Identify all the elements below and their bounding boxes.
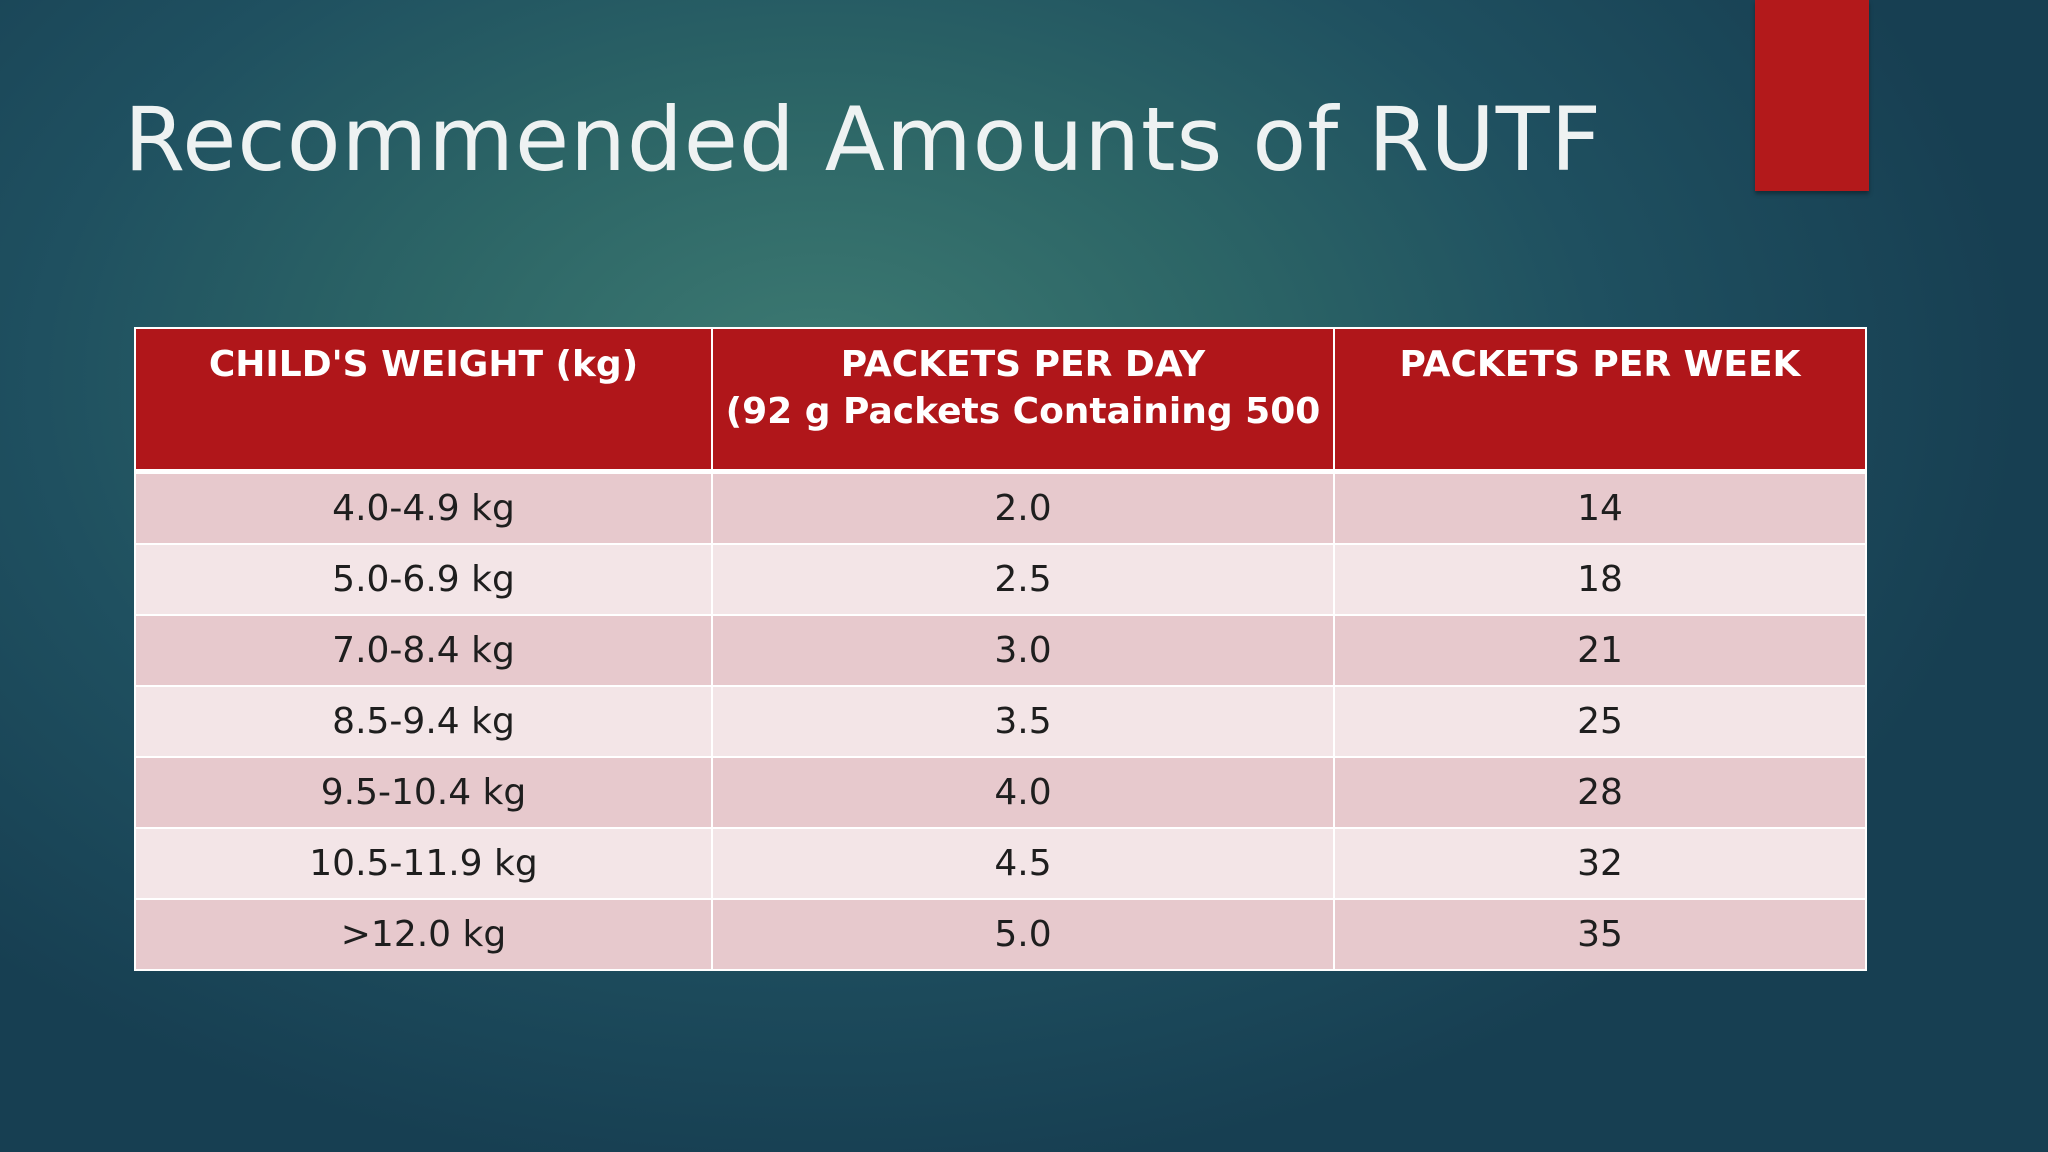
- slide-title: Recommended Amounts of RUTF: [124, 88, 1603, 191]
- table-row: 5.0-6.9 kg 2.5 18: [134, 543, 1867, 616]
- accent-bar: [1755, 0, 1869, 191]
- table-header-row: CHILD'S WEIGHT (kg) PACKETS PER DAY (92 …: [134, 327, 1867, 474]
- cell-packets-per-day: 5.0: [711, 898, 1335, 971]
- rutf-table-container: CHILD'S WEIGHT (kg) PACKETS PER DAY (92 …: [134, 327, 1867, 971]
- table-row: 4.0-4.9 kg 2.0 14: [134, 470, 1867, 545]
- header-line: CHILD'S WEIGHT (kg): [208, 344, 639, 385]
- cell-weight: 7.0-8.4 kg: [134, 614, 713, 687]
- cell-weight: 4.0-4.9 kg: [134, 470, 713, 545]
- cell-packets-per-day: 2.5: [711, 543, 1335, 616]
- table-row: >12.0 kg 5.0 35: [134, 898, 1867, 971]
- header-packets-per-week: PACKETS PER WEEK: [1333, 327, 1867, 474]
- table-row: 7.0-8.4 kg 3.0 21: [134, 614, 1867, 687]
- cell-packets-per-day: 3.0: [711, 614, 1335, 687]
- cell-weight: >12.0 kg: [134, 898, 713, 971]
- table-row: 8.5-9.4 kg 3.5 25: [134, 685, 1867, 758]
- cell-packets-per-week: 21: [1333, 614, 1867, 687]
- cell-packets-per-day: 4.0: [711, 756, 1335, 829]
- cell-weight: 9.5-10.4 kg: [134, 756, 713, 829]
- cell-weight: 5.0-6.9 kg: [134, 543, 713, 616]
- cell-packets-per-day: 4.5: [711, 827, 1335, 900]
- cell-packets-per-week: 25: [1333, 685, 1867, 758]
- header-line: (92 g Packets Containing 500: [725, 391, 1321, 432]
- header-packets-per-day: PACKETS PER DAY (92 g Packets Containing…: [711, 327, 1335, 474]
- header-line: PACKETS PER DAY: [840, 344, 1206, 385]
- cell-packets-per-week: 32: [1333, 827, 1867, 900]
- cell-packets-per-week: 35: [1333, 898, 1867, 971]
- cell-packets-per-day: 2.0: [711, 470, 1335, 545]
- header-line: PACKETS PER WEEK: [1399, 344, 1801, 385]
- cell-weight: 10.5-11.9 kg: [134, 827, 713, 900]
- cell-packets-per-week: 14: [1333, 470, 1867, 545]
- cell-packets-per-week: 18: [1333, 543, 1867, 616]
- header-childs-weight: CHILD'S WEIGHT (kg): [134, 327, 713, 474]
- cell-packets-per-week: 28: [1333, 756, 1867, 829]
- rutf-table: CHILD'S WEIGHT (kg) PACKETS PER DAY (92 …: [134, 327, 1867, 971]
- cell-packets-per-day: 3.5: [711, 685, 1335, 758]
- table-row: 9.5-10.4 kg 4.0 28: [134, 756, 1867, 829]
- cell-weight: 8.5-9.4 kg: [134, 685, 713, 758]
- table-row: 10.5-11.9 kg 4.5 32: [134, 827, 1867, 900]
